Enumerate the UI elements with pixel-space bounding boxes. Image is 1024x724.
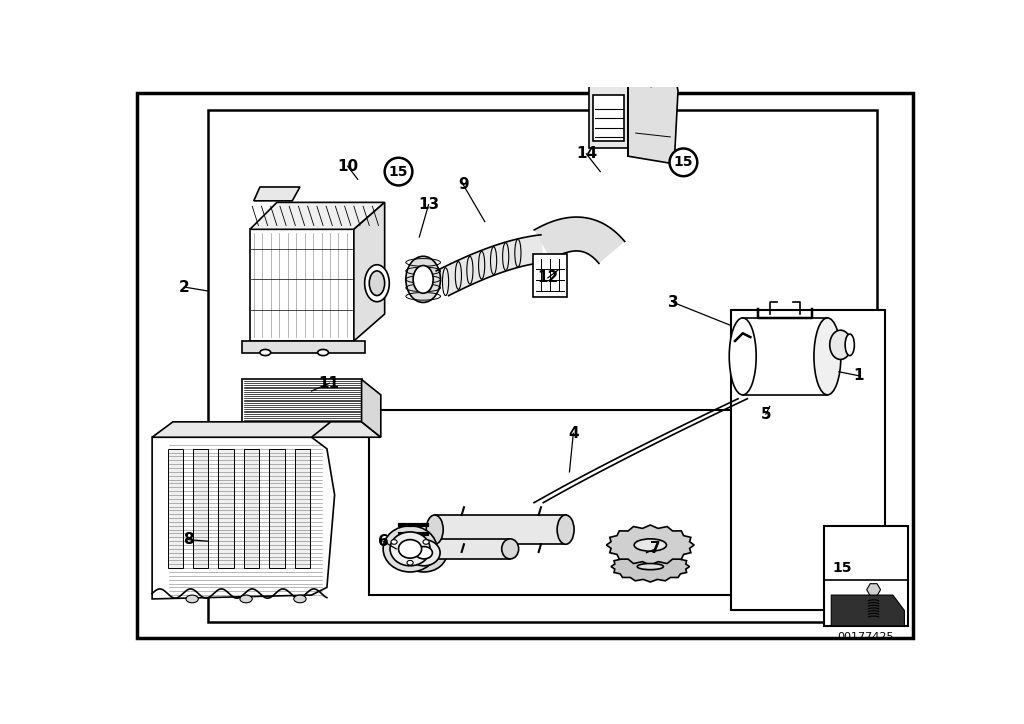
FancyBboxPatch shape xyxy=(295,449,310,568)
Ellipse shape xyxy=(502,539,518,559)
Ellipse shape xyxy=(413,266,433,293)
FancyBboxPatch shape xyxy=(244,449,259,568)
Text: 10: 10 xyxy=(337,159,358,174)
Ellipse shape xyxy=(383,526,437,572)
Polygon shape xyxy=(611,551,689,582)
Ellipse shape xyxy=(240,595,252,603)
Text: 3: 3 xyxy=(668,295,679,310)
Ellipse shape xyxy=(557,515,574,544)
Polygon shape xyxy=(243,379,361,422)
Text: 14: 14 xyxy=(575,146,597,161)
Polygon shape xyxy=(153,422,331,437)
Ellipse shape xyxy=(317,350,329,355)
FancyBboxPatch shape xyxy=(370,411,839,595)
FancyBboxPatch shape xyxy=(823,526,908,626)
Ellipse shape xyxy=(408,539,440,566)
Circle shape xyxy=(385,158,413,185)
Ellipse shape xyxy=(829,330,851,359)
Ellipse shape xyxy=(814,318,841,395)
Ellipse shape xyxy=(406,256,440,303)
Ellipse shape xyxy=(365,265,389,302)
Text: 8: 8 xyxy=(183,532,194,547)
Ellipse shape xyxy=(637,563,664,570)
FancyBboxPatch shape xyxy=(731,310,885,610)
Text: 13: 13 xyxy=(418,197,439,212)
Ellipse shape xyxy=(634,539,667,551)
Polygon shape xyxy=(361,379,381,437)
Ellipse shape xyxy=(423,539,429,544)
FancyBboxPatch shape xyxy=(590,83,628,148)
Ellipse shape xyxy=(294,595,306,603)
Text: 15: 15 xyxy=(833,561,852,575)
Ellipse shape xyxy=(845,334,854,355)
Ellipse shape xyxy=(186,595,199,603)
FancyBboxPatch shape xyxy=(218,449,233,568)
FancyBboxPatch shape xyxy=(168,449,183,568)
Polygon shape xyxy=(250,230,354,341)
Polygon shape xyxy=(254,187,300,201)
Text: 15: 15 xyxy=(674,156,693,169)
FancyBboxPatch shape xyxy=(269,449,285,568)
FancyBboxPatch shape xyxy=(435,515,565,544)
Polygon shape xyxy=(628,72,678,164)
Polygon shape xyxy=(436,235,544,295)
Ellipse shape xyxy=(426,515,443,544)
Ellipse shape xyxy=(390,532,430,566)
Ellipse shape xyxy=(400,534,447,572)
Polygon shape xyxy=(866,584,881,596)
Ellipse shape xyxy=(260,350,270,355)
Text: 00177425: 00177425 xyxy=(838,633,894,642)
Ellipse shape xyxy=(370,271,385,295)
Text: 7: 7 xyxy=(650,542,662,556)
Text: 5: 5 xyxy=(761,407,771,421)
FancyBboxPatch shape xyxy=(193,449,208,568)
Polygon shape xyxy=(606,525,694,565)
Ellipse shape xyxy=(416,547,432,559)
FancyBboxPatch shape xyxy=(425,539,510,559)
Ellipse shape xyxy=(407,560,413,565)
Polygon shape xyxy=(153,437,335,599)
Text: 1: 1 xyxy=(853,368,863,383)
Text: 12: 12 xyxy=(538,270,558,285)
Polygon shape xyxy=(535,217,625,264)
Text: 4: 4 xyxy=(568,426,579,441)
Text: 2: 2 xyxy=(179,279,189,295)
FancyBboxPatch shape xyxy=(208,110,878,622)
FancyBboxPatch shape xyxy=(593,95,625,140)
FancyBboxPatch shape xyxy=(534,254,567,297)
Polygon shape xyxy=(831,595,904,626)
Ellipse shape xyxy=(391,539,397,544)
FancyBboxPatch shape xyxy=(137,93,912,638)
Ellipse shape xyxy=(729,318,756,395)
Text: 9: 9 xyxy=(458,177,469,192)
Polygon shape xyxy=(354,203,385,341)
Text: 6: 6 xyxy=(378,534,388,549)
Text: 15: 15 xyxy=(389,164,409,179)
Polygon shape xyxy=(243,341,366,353)
Polygon shape xyxy=(243,422,381,437)
Ellipse shape xyxy=(398,539,422,558)
Circle shape xyxy=(670,148,697,176)
Polygon shape xyxy=(250,203,385,230)
Text: 11: 11 xyxy=(318,376,340,391)
